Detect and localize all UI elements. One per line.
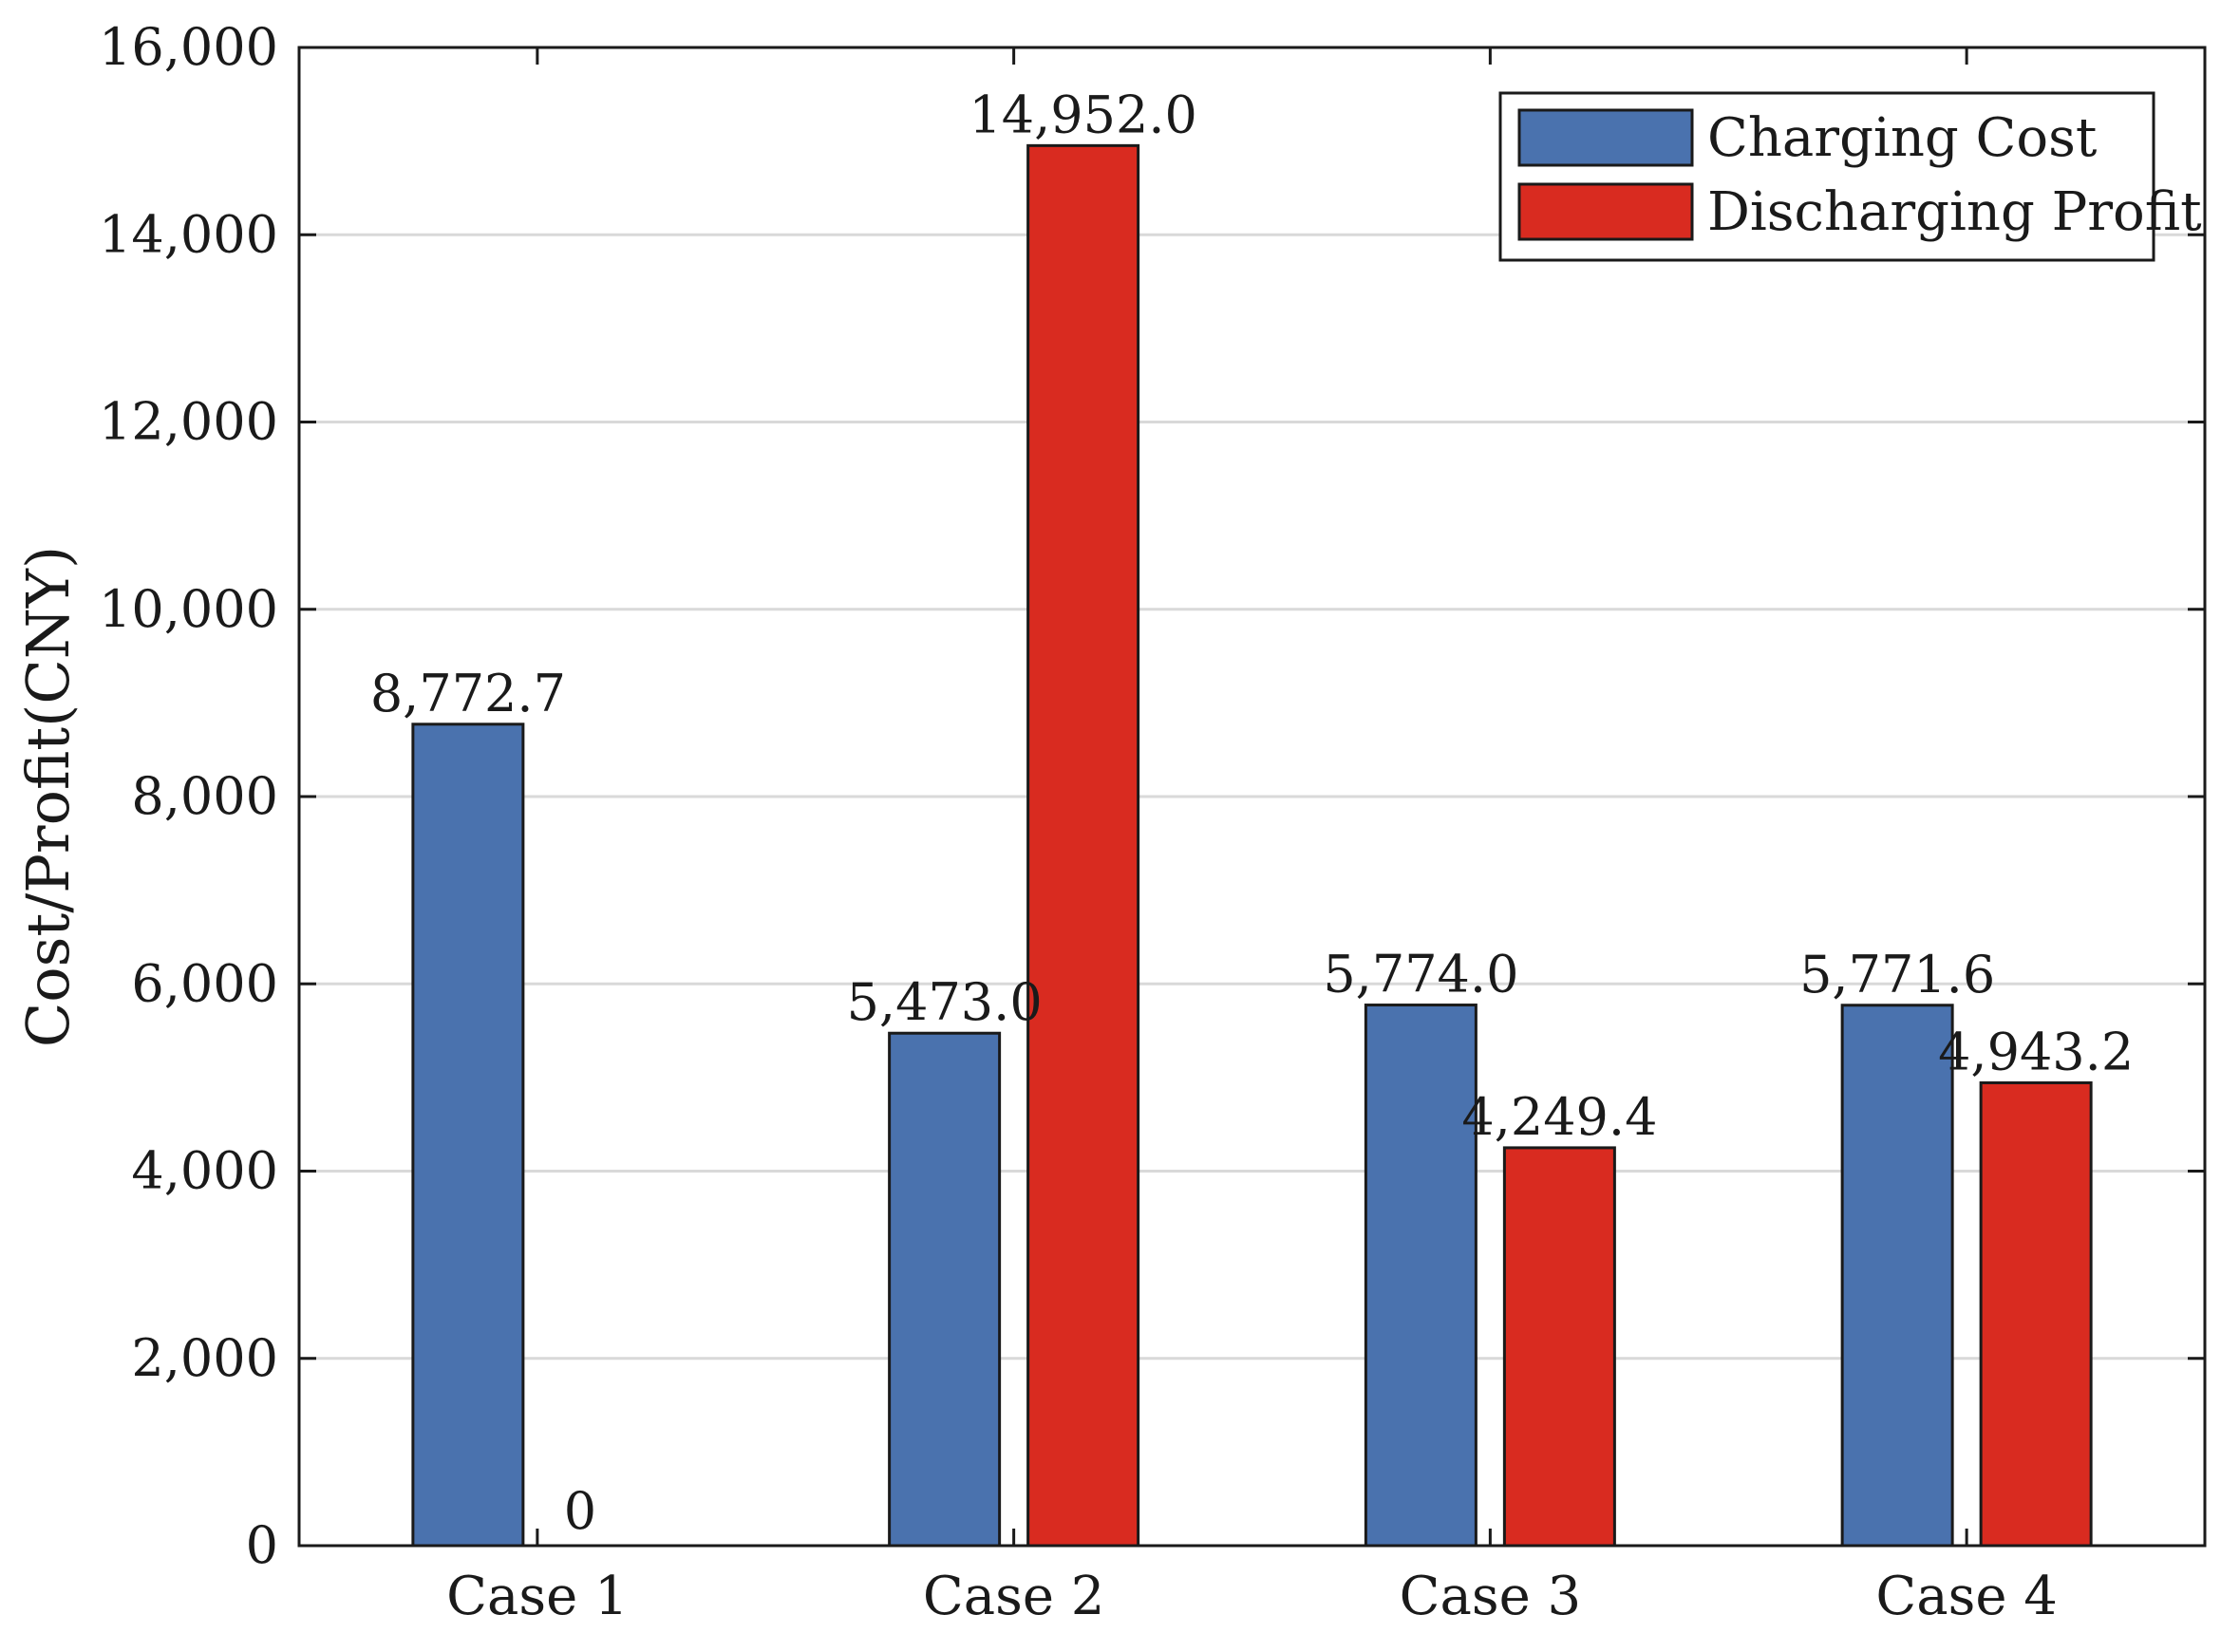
x-tick-label-case-3: Case 3 [1400, 1566, 1582, 1627]
data-label-charging-cost-case-2: 5,473.0 [847, 972, 1043, 1032]
bar-charging-cost-case-2 [888, 1031, 1002, 1548]
bar-discharging-profit-case-2 [1026, 143, 1140, 1548]
x-tick-label-case-4: Case 4 [1875, 1566, 2058, 1627]
y-tick-label: 16,000 [99, 17, 278, 77]
data-label-discharging-profit-case-2: 14,952.0 [969, 84, 1196, 144]
legend-label-discharging-profit: Discharging Profit [1707, 181, 2202, 243]
y-axis-title: Cost/Profit(CNY) [13, 546, 83, 1047]
bar-discharging-profit-case-4 [1979, 1080, 2093, 1548]
y-tick-label: 6,000 [131, 953, 278, 1013]
y-tick-labels: 0 2,000 4,000 6,000 8,000 10,000 12,000 14,000 1… [99, 17, 278, 1575]
data-label-charging-cost-case-1: 8,772.7 [370, 664, 566, 723]
x-tick-label-case-2: Case 2 [923, 1566, 1105, 1627]
gridlines [299, 233, 2205, 1361]
y-tick-label: 8,000 [131, 766, 278, 826]
legend-swatch-discharging-profit [1517, 182, 1694, 241]
y-tick-label: 14,000 [99, 204, 278, 264]
data-label-charging-cost-case-3: 5,774.0 [1323, 945, 1518, 1004]
data-label-discharging-profit-case-4: 4,943.2 [1938, 1022, 2134, 1081]
bar-charging-cost-case-4 [1840, 1004, 1954, 1548]
legend-swatch-charging-cost [1517, 108, 1694, 167]
legend-label-charging-cost: Charging Cost [1707, 107, 2098, 169]
y-tick-label: 0 [246, 1515, 278, 1575]
y-tick-label: 2,000 [131, 1328, 278, 1388]
data-label-discharging-profit-case-3: 4,249.4 [1461, 1087, 1657, 1147]
y-tick-label: 12,000 [99, 392, 278, 452]
bar-discharging-profit-case-3 [1502, 1146, 1616, 1548]
bar-charging-cost-case-3 [1364, 1004, 1478, 1548]
legend: Charging Cost Discharging Profit [1498, 91, 2202, 262]
axis-ticks [299, 46, 2205, 1548]
x-tick-labels: Case 1 Case 2 Case 3 Case 4 [446, 1566, 2058, 1627]
x-tick-label-case-1: Case 1 [446, 1566, 629, 1627]
y-tick-label: 4,000 [131, 1141, 278, 1201]
bar-charging-cost-case-1 [411, 723, 525, 1548]
y-tick-label: 10,000 [99, 579, 278, 639]
data-label-discharging-profit-case-1: 0 [564, 1481, 596, 1541]
data-label-charging-cost-case-4: 5,771.6 [1799, 945, 1995, 1004]
bars [411, 143, 2093, 1548]
data-labels: 8,772.7 0 5,473.0 14,952.0 5,774.0 4,249.4 5,7… [370, 84, 2134, 1541]
